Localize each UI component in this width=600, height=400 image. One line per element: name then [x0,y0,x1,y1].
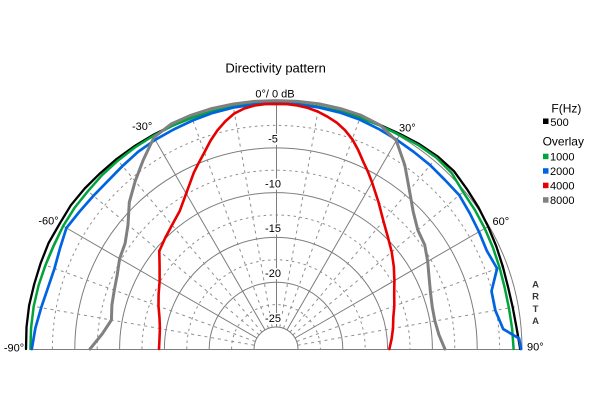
svg-text:F(Hz): F(Hz) [551,102,581,116]
svg-text:-60°: -60° [38,216,58,228]
svg-text:-30°: -30° [132,121,152,133]
svg-text:-5: -5 [268,134,278,146]
svg-text:-25: -25 [265,313,281,325]
svg-text:4000: 4000 [550,181,574,193]
svg-text:A: A [532,280,539,291]
svg-text:0°/ 0 dB: 0°/ 0 dB [255,88,294,100]
svg-text:T: T [533,304,539,315]
svg-text:1000: 1000 [550,152,574,164]
svg-text:-10: -10 [265,178,281,190]
svg-text:-15: -15 [265,223,281,235]
svg-text:R: R [532,292,539,303]
svg-text:Directivity pattern: Directivity pattern [225,61,325,76]
svg-text:90°: 90° [527,342,544,354]
svg-text:Overlay: Overlay [543,135,584,149]
svg-text:A: A [532,316,539,327]
svg-text:30°: 30° [399,123,416,135]
svg-text:8000: 8000 [550,195,574,207]
svg-text:-90°: -90° [4,343,24,355]
svg-text:500: 500 [550,117,568,129]
svg-text:60°: 60° [493,216,510,228]
svg-text:-20: -20 [265,268,281,280]
svg-text:2000: 2000 [550,166,574,178]
